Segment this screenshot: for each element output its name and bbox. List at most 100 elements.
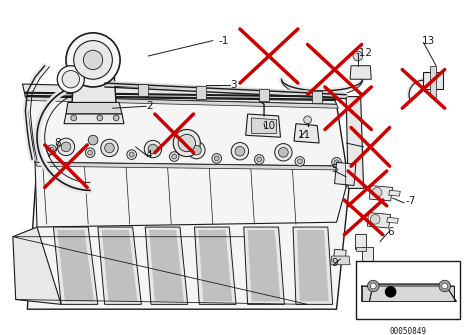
- Polygon shape: [54, 227, 98, 305]
- Polygon shape: [194, 227, 236, 305]
- Circle shape: [255, 154, 264, 164]
- Circle shape: [61, 142, 71, 152]
- Text: 5: 5: [331, 164, 337, 174]
- Circle shape: [57, 66, 84, 93]
- Polygon shape: [331, 256, 350, 265]
- Circle shape: [334, 160, 339, 165]
- Polygon shape: [335, 162, 356, 186]
- Polygon shape: [102, 230, 137, 302]
- Polygon shape: [138, 84, 148, 96]
- Text: 11: 11: [298, 130, 311, 140]
- Circle shape: [295, 156, 305, 166]
- Circle shape: [169, 152, 179, 161]
- Polygon shape: [72, 75, 116, 108]
- Polygon shape: [346, 96, 364, 188]
- Circle shape: [101, 139, 118, 157]
- Polygon shape: [362, 286, 455, 302]
- Text: -12: -12: [356, 48, 373, 58]
- Circle shape: [88, 135, 98, 145]
- Circle shape: [191, 145, 201, 155]
- Polygon shape: [246, 114, 281, 137]
- Circle shape: [304, 116, 311, 124]
- Polygon shape: [355, 234, 366, 249]
- Circle shape: [370, 214, 380, 224]
- Circle shape: [148, 144, 158, 154]
- Polygon shape: [259, 88, 269, 101]
- Circle shape: [257, 157, 262, 162]
- Polygon shape: [293, 227, 333, 305]
- Polygon shape: [26, 96, 338, 108]
- Text: 10: 10: [263, 121, 276, 131]
- Polygon shape: [22, 84, 337, 105]
- Circle shape: [214, 156, 219, 161]
- Circle shape: [279, 147, 288, 157]
- Circle shape: [85, 148, 95, 157]
- Circle shape: [57, 138, 75, 155]
- Circle shape: [172, 154, 177, 159]
- Circle shape: [88, 150, 92, 155]
- Text: -1: -1: [219, 36, 229, 46]
- Circle shape: [105, 143, 114, 153]
- Polygon shape: [35, 156, 351, 169]
- Circle shape: [97, 115, 103, 121]
- Polygon shape: [98, 227, 141, 305]
- Circle shape: [173, 129, 201, 156]
- Polygon shape: [297, 230, 329, 302]
- Bar: [356, 261, 460, 319]
- Circle shape: [113, 115, 119, 121]
- Circle shape: [367, 280, 379, 292]
- Circle shape: [212, 154, 221, 163]
- Polygon shape: [27, 154, 351, 309]
- Text: 3: 3: [230, 80, 237, 90]
- Circle shape: [370, 283, 376, 289]
- Circle shape: [275, 144, 292, 161]
- Text: 9: 9: [332, 258, 338, 268]
- Circle shape: [66, 33, 120, 87]
- Polygon shape: [247, 230, 281, 302]
- Polygon shape: [252, 118, 277, 133]
- Text: 6: 6: [387, 227, 393, 237]
- Polygon shape: [26, 96, 346, 166]
- Circle shape: [62, 71, 80, 88]
- Circle shape: [235, 146, 245, 156]
- Circle shape: [71, 115, 77, 121]
- Circle shape: [49, 147, 54, 152]
- Polygon shape: [294, 124, 319, 143]
- Polygon shape: [423, 72, 443, 89]
- Circle shape: [144, 140, 162, 158]
- Circle shape: [129, 152, 134, 157]
- Circle shape: [353, 51, 363, 61]
- Polygon shape: [334, 249, 346, 261]
- Polygon shape: [35, 162, 351, 227]
- Polygon shape: [13, 227, 61, 305]
- Polygon shape: [369, 284, 456, 302]
- Circle shape: [127, 150, 137, 159]
- Circle shape: [83, 50, 103, 70]
- Polygon shape: [312, 91, 322, 103]
- Polygon shape: [389, 190, 401, 196]
- Polygon shape: [356, 247, 365, 251]
- Polygon shape: [149, 230, 184, 302]
- Polygon shape: [244, 227, 284, 305]
- Circle shape: [297, 159, 302, 164]
- Polygon shape: [64, 114, 124, 124]
- Text: 2: 2: [146, 101, 153, 111]
- Text: 8: 8: [55, 138, 61, 148]
- Text: 13: 13: [421, 36, 435, 46]
- Circle shape: [73, 41, 112, 79]
- Circle shape: [178, 134, 195, 152]
- Polygon shape: [367, 213, 391, 228]
- Text: 4: 4: [145, 150, 152, 159]
- Circle shape: [385, 286, 396, 297]
- Polygon shape: [362, 247, 373, 263]
- Text: -7: -7: [405, 196, 416, 206]
- Polygon shape: [35, 162, 348, 170]
- Circle shape: [46, 145, 56, 154]
- Polygon shape: [387, 217, 398, 223]
- Polygon shape: [363, 261, 372, 265]
- Circle shape: [188, 141, 205, 159]
- Circle shape: [332, 157, 341, 167]
- Text: 00050849: 00050849: [390, 327, 427, 335]
- Circle shape: [439, 280, 451, 292]
- Circle shape: [372, 188, 382, 197]
